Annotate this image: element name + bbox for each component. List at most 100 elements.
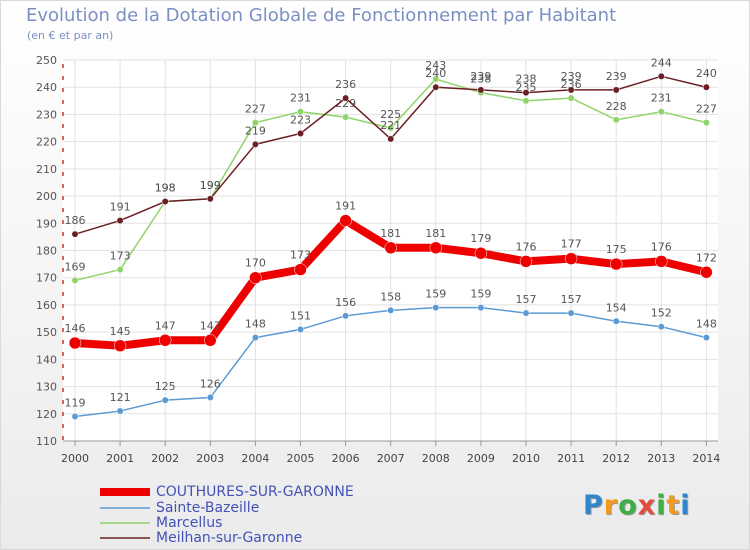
data-point-sainte-bazeille [297,325,304,333]
data-label-sainte-bazeille: 151 [290,309,311,322]
data-point-marcellus [251,119,259,127]
data-label-couthures-sur-garonne: 175 [606,243,627,256]
data-label-marcellus: 199 [200,179,221,192]
data-point-couthures-sur-garonne [700,266,713,279]
data-point-couthures-sur-garonne [655,255,668,268]
data-point-sainte-bazeille [116,407,124,415]
data-point-meilhan-sur-garonne [161,198,169,205]
data-point-meilhan-sur-garonne [387,135,395,143]
y-tick-label: 240 [36,81,57,94]
data-label-marcellus: 231 [651,92,672,105]
data-point-sainte-bazeille [251,334,259,342]
x-tick-label: 2003 [196,452,224,465]
data-label-marcellus: 169 [65,260,86,273]
data-label-couthures-sur-garonne: 177 [561,238,582,251]
data-point-marcellus [387,124,395,132]
data-point-meilhan-sur-garonne [477,86,485,94]
data-point-sainte-bazeille [161,396,169,404]
data-point-meilhan-sur-garonne [297,130,304,137]
data-label-marcellus: 198 [155,182,176,195]
x-tick-label: 2007 [377,452,405,465]
data-label-couthures-sur-garonne: 146 [65,322,86,335]
y-tick-label: 210 [36,163,57,176]
data-label-sainte-bazeille: 158 [380,290,401,303]
data-label-sainte-bazeille: 159 [470,288,491,301]
x-tick-label: 2008 [422,452,450,465]
data-point-meilhan-sur-garonne [432,83,440,91]
data-label-couthures-sur-garonne: 170 [245,257,266,270]
y-tick-label: 160 [36,299,57,312]
data-label-marcellus: 173 [110,250,131,263]
x-tick-label: 2009 [467,452,495,465]
data-label-meilhan-sur-garonne: 186 [65,214,86,227]
logo-letter: o [618,490,638,521]
data-label-sainte-bazeille: 119 [65,397,86,410]
data-label-marcellus: 231 [290,92,311,105]
data-point-couthures-sur-garonne [294,263,307,276]
data-label-couthures-sur-garonne: 181 [380,227,401,240]
data-label-marcellus: 227 [696,103,717,116]
data-label-sainte-bazeille: 152 [651,307,672,320]
y-tick-label: 170 [36,272,57,285]
data-point-couthures-sur-garonne [204,334,217,347]
data-point-sainte-bazeille [206,394,214,401]
data-label-meilhan-sur-garonne: 239 [561,70,582,83]
data-point-marcellus [432,75,440,83]
data-point-couthures-sur-garonne [609,257,623,271]
data-point-couthures-sur-garonne [158,334,172,347]
data-point-sainte-bazeille [657,323,665,331]
data-point-marcellus [71,276,79,284]
data-label-sainte-bazeille: 125 [155,380,176,393]
data-label-couthures-sur-garonne: 172 [696,251,717,264]
y-tick-label: 140 [36,353,57,366]
data-point-couthures-sur-garonne [519,255,533,268]
data-point-marcellus [702,119,710,127]
legend-label-couthures: COUTHURES-SUR-GARONNE [156,484,354,500]
data-label-couthures-sur-garonne: 179 [470,232,491,245]
y-tick-label: 220 [36,136,57,149]
chart-title: Evolution de la Dotation Globale de Fonc… [26,5,617,26]
legend-label-sainte-bazeille: Sainte-Bazeille [156,500,260,516]
y-tick-label: 230 [36,108,57,121]
logo-letter: t [666,490,681,521]
data-point-couthures-sur-garonne [339,214,352,227]
data-point-sainte-bazeille [567,309,575,317]
x-tick-label: 2002 [151,452,179,465]
data-point-couthures-sur-garonne [249,271,262,284]
data-label-meilhan-sur-garonne: 244 [651,56,672,69]
x-tick-label: 2013 [647,452,675,465]
data-point-marcellus [297,108,304,116]
data-label-couthures-sur-garonne: 145 [110,325,131,338]
x-tick-label: 2011 [557,452,585,465]
x-tick-label: 2014 [692,452,720,465]
data-label-marcellus: 229 [335,97,356,110]
data-label-meilhan-sur-garonne: 199 [200,179,221,192]
data-point-meilhan-sur-garonne [71,230,79,238]
x-tick-label: 2005 [287,452,315,465]
data-point-sainte-bazeille [71,413,79,420]
data-point-sainte-bazeille [432,304,440,312]
data-point-marcellus [657,108,665,116]
data-label-meilhan-sur-garonne: 236 [335,78,356,91]
data-label-sainte-bazeille: 121 [110,391,131,404]
data-label-marcellus: 236 [561,78,582,91]
data-label-meilhan-sur-garonne: 223 [290,113,311,126]
data-label-marcellus: 238 [470,73,491,86]
data-label-meilhan-sur-garonne: 240 [696,67,717,80]
data-label-meilhan-sur-garonne: 221 [380,119,401,132]
data-label-sainte-bazeille: 126 [200,377,221,390]
data-label-meilhan-sur-garonne: 198 [155,182,176,195]
data-label-couthures-sur-garonne: 147 [200,319,221,332]
data-label-couthures-sur-garonne: 191 [335,200,356,213]
data-point-meilhan-sur-garonne [522,89,530,97]
y-tick-label: 180 [36,245,57,258]
data-point-couthures-sur-garonne [429,241,443,255]
legend-label-meilhan: Meilhan-sur-Garonne [156,530,303,546]
data-label-meilhan-sur-garonne: 191 [110,201,131,214]
data-point-couthures-sur-garonne [564,252,578,265]
data-label-marcellus: 227 [245,103,266,116]
y-tick-label: 250 [36,54,57,67]
data-point-sainte-bazeille [477,304,485,312]
data-label-meilhan-sur-garonne: 240 [425,67,446,80]
